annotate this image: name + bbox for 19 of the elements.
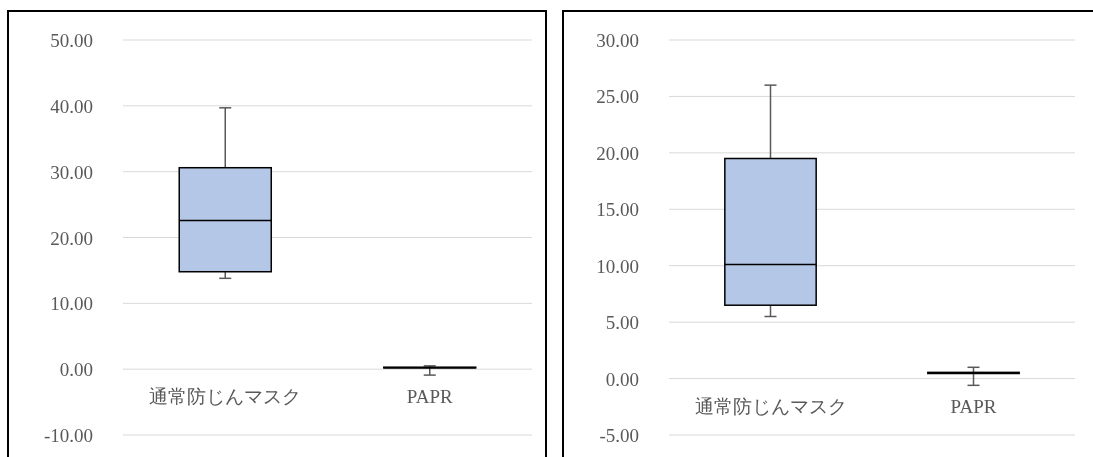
y-tick-label: 40.00	[50, 95, 93, 117]
y-tick-label: 25.00	[596, 86, 639, 108]
y-tick-label: 15.00	[596, 199, 639, 221]
y-tick-label: 50.00	[50, 30, 93, 51]
y-tick-label: 10.00	[596, 255, 639, 277]
x-tick-label: 通常防じんマスク	[149, 386, 302, 408]
y-tick-label: 0.00	[59, 359, 93, 381]
x-tick-label: PAPR	[950, 395, 997, 417]
y-tick-label: 0.00	[605, 368, 639, 390]
y-tick-label: 20.00	[596, 142, 639, 164]
x-tick-label: 通常防じんマスク	[694, 395, 847, 417]
y-tick-label: 10.00	[50, 293, 93, 315]
y-tick-label: 20.00	[50, 227, 93, 249]
y-tick-label: 5.00	[605, 312, 639, 334]
y-tick-label: -10.00	[43, 425, 93, 446]
x-tick-label: PAPR	[406, 386, 453, 408]
y-tick-label: 30.00	[596, 30, 639, 51]
y-tick-label: -5.00	[599, 425, 639, 446]
y-tick-label: 30.00	[50, 161, 93, 183]
